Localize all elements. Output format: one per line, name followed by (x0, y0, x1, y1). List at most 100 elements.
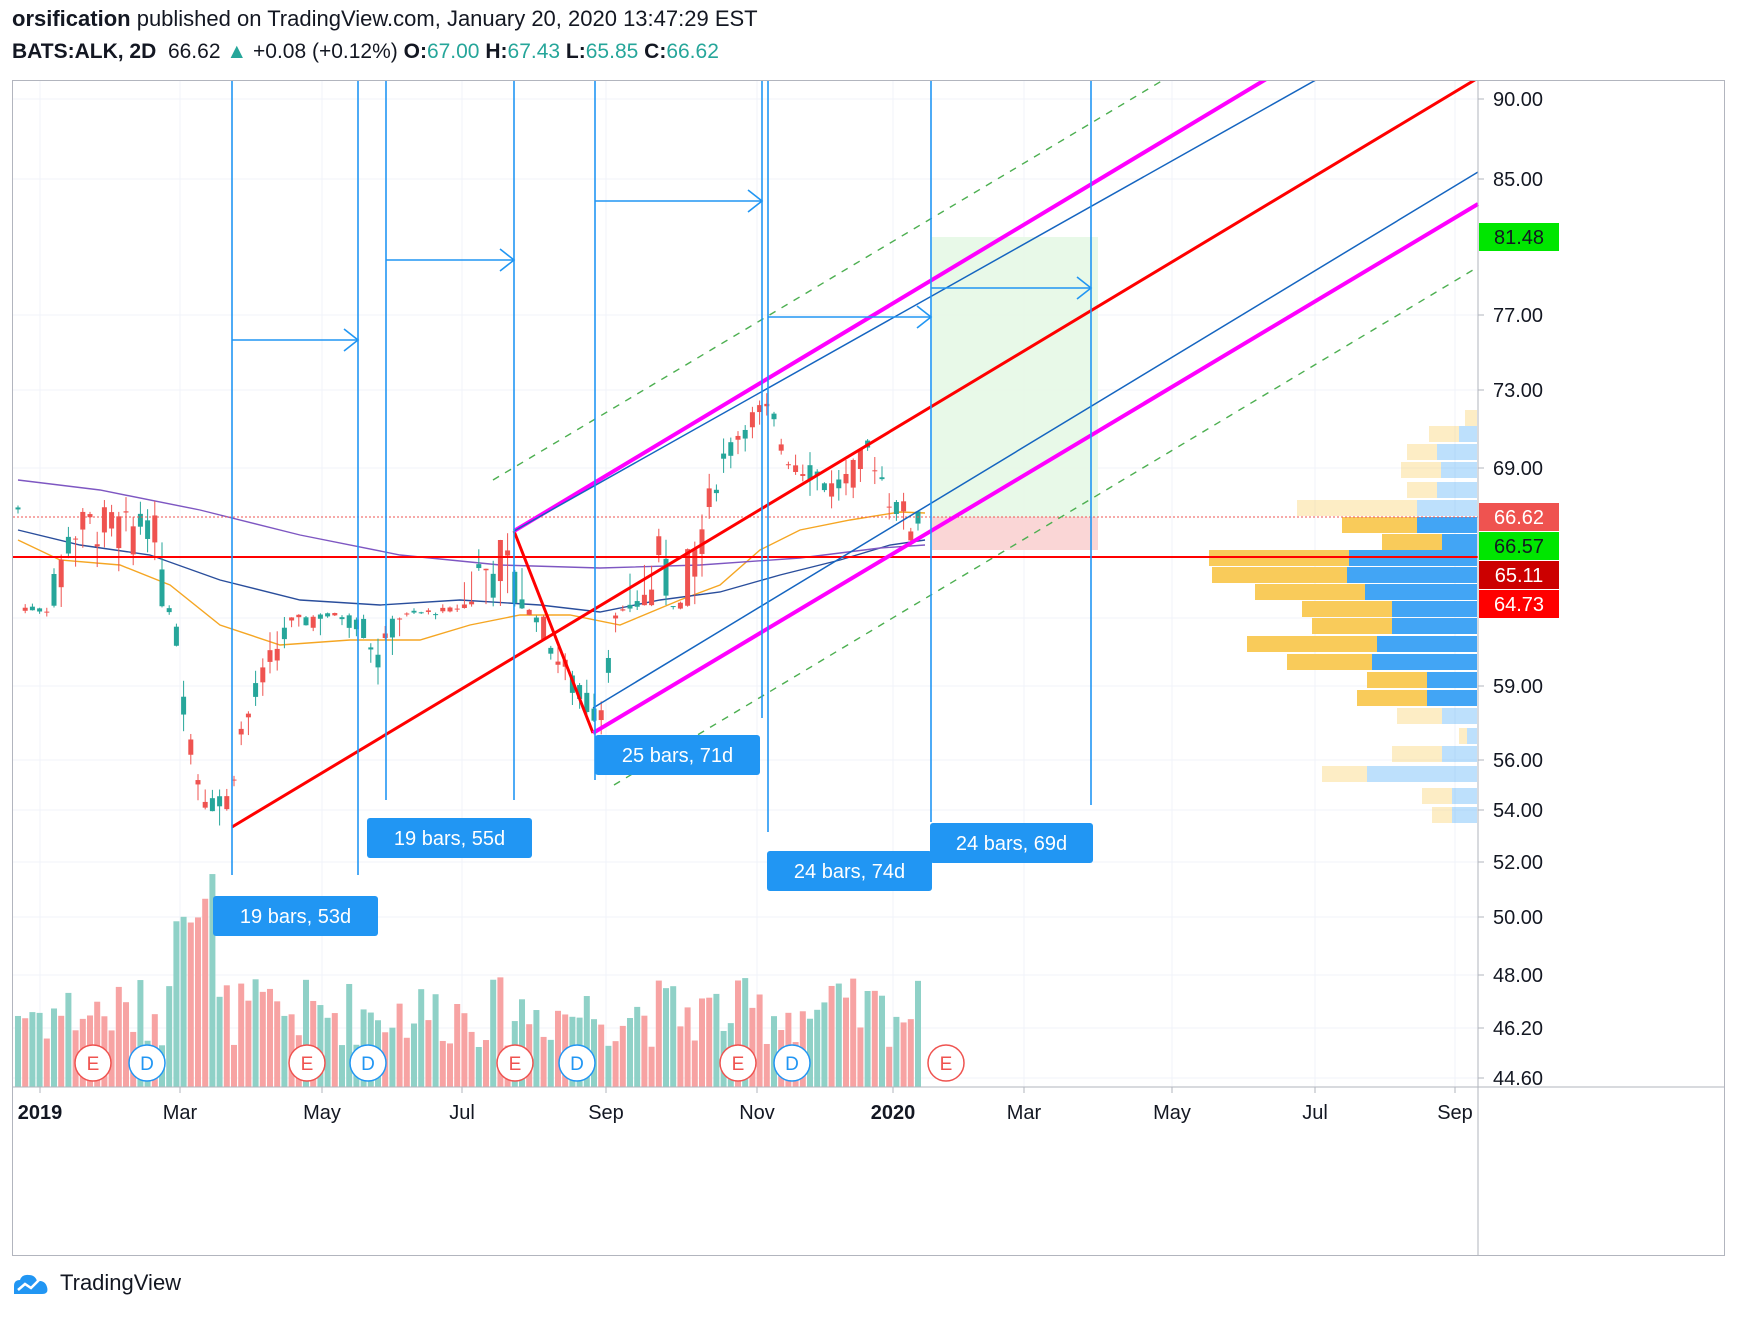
dividend-marker-icon[interactable] (773, 1044, 811, 1082)
x-axis-label: Mar (163, 1102, 198, 1124)
volume-bar (857, 1027, 864, 1087)
volume-bar (871, 990, 878, 1087)
earnings-marker-icon[interactable] (927, 1044, 965, 1082)
volume-bar (310, 1000, 317, 1087)
high-label: H: (485, 40, 508, 63)
candle-body (58, 559, 64, 588)
volume-profile-blue (1365, 584, 1477, 600)
volume-profile-yellow (1312, 618, 1392, 634)
dividend-marker-icon[interactable] (128, 1044, 166, 1082)
volume-bar (591, 1019, 597, 1087)
candle-body (728, 442, 734, 456)
candle-body (253, 683, 259, 697)
candle-body (757, 405, 763, 413)
volume-profile-blue (1427, 672, 1477, 688)
candle-body (397, 618, 403, 620)
volume-bar (497, 977, 504, 1087)
candle-body (505, 550, 511, 556)
candle-body (591, 708, 597, 721)
range-label-text: 24 bars, 74d (794, 861, 905, 883)
chart-area[interactable]: 19 bars, 53d 19 bars, 55d 25 bars, 71d 24 b… (12, 80, 1725, 1256)
candle-body (166, 608, 172, 613)
chart-canvas[interactable]: 19 bars, 53d 19 bars, 55d 25 bars, 71d 24 b… (13, 81, 1724, 1255)
volume-bar (303, 979, 309, 1087)
candle-body (137, 513, 143, 527)
candle-body (886, 506, 892, 508)
earnings-marker-icon[interactable] (719, 1044, 757, 1082)
candle-body (742, 429, 748, 439)
range-label-text: 19 bars, 53d (240, 906, 351, 928)
dividend-marker-icon[interactable] (558, 1044, 596, 1082)
candle-body (706, 488, 712, 508)
earnings-marker-icon[interactable] (288, 1044, 326, 1082)
volume-bar (706, 997, 713, 1087)
candle-body (353, 619, 359, 630)
volume-bar (43, 1038, 50, 1087)
volume-bar (713, 993, 720, 1087)
footer-brand[interactable]: TradingView (12, 1270, 181, 1296)
y-axis-label: 77.00 (1493, 305, 1543, 327)
candle-body (411, 610, 417, 613)
earnings-marker-icon[interactable] (496, 1044, 534, 1082)
x-axis-label: Sep (1437, 1102, 1473, 1124)
volume-profile-blue (1467, 728, 1477, 744)
event-marker-label: E (509, 1054, 522, 1075)
volume-profile-blue (1392, 618, 1477, 634)
volume-bar (850, 978, 857, 1087)
candle-body (51, 574, 57, 606)
volume-profile-yellow (1422, 788, 1452, 804)
candle-body (476, 564, 482, 569)
volume-bar (317, 1005, 324, 1087)
arrow-head-icon (747, 189, 764, 213)
volume-bar (483, 1040, 489, 1087)
range-label-text: 19 bars, 55d (394, 828, 505, 850)
volume-bar (612, 1041, 619, 1087)
candle-body (188, 739, 194, 755)
volume-bar (274, 1001, 281, 1087)
volume-profile-yellow (1297, 500, 1417, 516)
x-axis-label: May (303, 1102, 341, 1124)
candle-body (785, 464, 791, 466)
arrow-head-icon (916, 305, 933, 329)
candle-body (836, 479, 842, 489)
candle-body (685, 549, 691, 606)
volume-bar (36, 1012, 43, 1087)
volume-profile-yellow (1357, 690, 1427, 706)
candle-body (749, 412, 755, 428)
dividend-marker-icon[interactable] (349, 1044, 387, 1082)
earnings-marker-icon[interactable] (74, 1044, 112, 1082)
candle-body (584, 692, 590, 713)
symbol-info: BATS:ALK, 2D 66.62 ▲ +0.08 (+0.12%) O:67… (12, 40, 719, 64)
volume-bar (195, 917, 201, 1087)
candle-body (663, 558, 669, 596)
x-axis-label: Nov (739, 1102, 775, 1124)
publish-info: orsification published on TradingView.co… (12, 6, 758, 32)
volume-bar (187, 922, 194, 1087)
x-axis-label: May (1153, 1102, 1191, 1124)
price-badge-label: 81.48 (1494, 227, 1544, 249)
volume-bar (180, 916, 187, 1087)
tradingview-logo-icon (14, 1274, 48, 1294)
volume-bar (670, 986, 677, 1087)
candle-body (217, 796, 223, 807)
y-axis-label: 50.00 (1493, 907, 1543, 929)
candle-body (713, 489, 719, 494)
candle-body (793, 465, 799, 472)
volume-profile-blue (1459, 426, 1477, 442)
candle-body (231, 779, 237, 781)
volume-bar (519, 999, 525, 1087)
volume-bar (403, 1037, 410, 1087)
volume-bar (583, 996, 590, 1087)
candle-body (116, 516, 122, 549)
volume-bar (252, 979, 259, 1087)
volume-bar (490, 979, 497, 1087)
event-marker-label: E (87, 1054, 100, 1075)
volume-profile-blue (1427, 690, 1477, 706)
author-name[interactable]: orsification (12, 6, 131, 31)
volume-profile-yellow (1302, 601, 1392, 617)
candle-body (274, 648, 280, 661)
volume-profile-yellow (1465, 410, 1477, 426)
candle-body (87, 514, 93, 518)
price-badge (1479, 561, 1559, 589)
volume-bar (835, 983, 842, 1087)
